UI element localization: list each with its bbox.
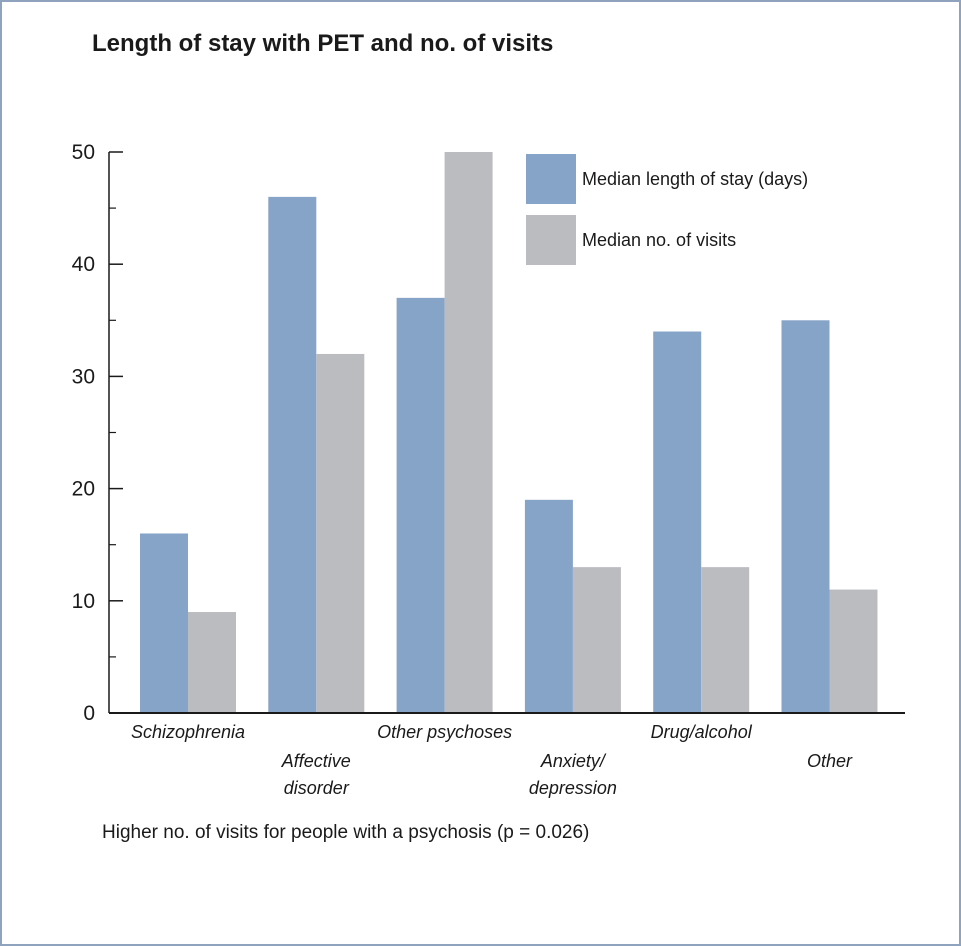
x-category-label: Anxiety/ <box>540 751 607 771</box>
legend-swatch <box>526 154 576 204</box>
bars-layer <box>140 152 878 713</box>
bar <box>316 353 365 713</box>
x-category-label: depression <box>529 778 617 798</box>
legend-swatch <box>526 215 576 265</box>
legend-label: Median length of stay (days) <box>582 169 808 189</box>
bar <box>140 533 188 713</box>
labels-layer: 0 10 20 30 40 50 Schizophrenia Affective disorde… <box>72 141 853 798</box>
bar <box>396 297 445 713</box>
bar <box>572 567 621 713</box>
bar <box>188 612 236 713</box>
y-tick-label: 50 <box>72 141 95 164</box>
y-tick-label: 20 <box>72 478 95 501</box>
chart-footnote: Higher no. of visits for people with a p… <box>102 822 590 843</box>
legend-label: Median no. of visits <box>582 230 736 250</box>
y-tick-label: 30 <box>72 365 95 388</box>
y-tick-label: 10 <box>72 590 95 613</box>
bar <box>829 589 878 713</box>
x-category-label: Affective <box>281 751 351 771</box>
bar <box>444 152 493 713</box>
y-tick-label: 40 <box>72 253 95 276</box>
axes <box>108 151 905 714</box>
bar <box>268 196 317 713</box>
x-category-label: disorder <box>284 778 350 798</box>
bar <box>524 499 573 713</box>
y-tick-label: 0 <box>83 702 95 725</box>
x-category-label: Other <box>807 751 853 771</box>
legend: Median length of stay (days) Median no. o… <box>526 154 808 265</box>
x-category-label: Drug/alcohol <box>651 722 753 742</box>
x-category-label: Other psychoses <box>377 722 512 742</box>
x-category-label: Schizophrenia <box>131 722 245 742</box>
bar <box>653 331 702 713</box>
chart-title: Length of stay with PET and no. of visit… <box>92 30 554 57</box>
bar <box>781 320 830 713</box>
bar <box>701 567 750 713</box>
